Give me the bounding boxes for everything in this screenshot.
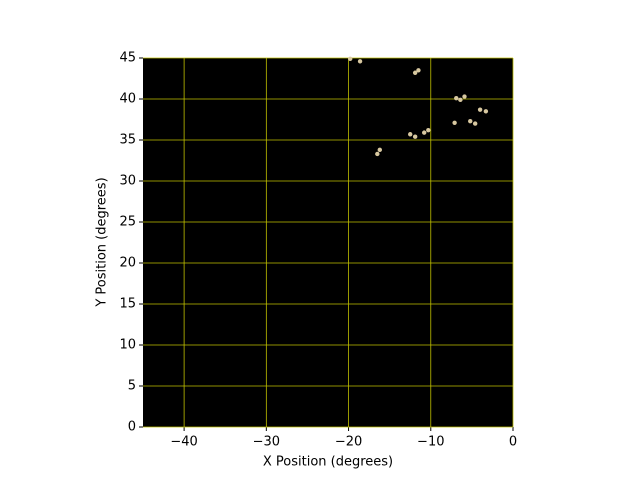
x-tick-label: −20: [335, 435, 362, 450]
y-tick-label: 15: [119, 297, 136, 312]
plot-background: [143, 58, 513, 427]
point: [468, 118, 473, 124]
x-axis-label: X Position (degrees): [263, 455, 393, 470]
y-tick-label: 30: [119, 174, 136, 189]
y-tick-label: 20: [119, 256, 136, 271]
point: [426, 127, 431, 133]
x-tick-label: −40: [170, 435, 197, 450]
point: [408, 132, 413, 137]
point: [422, 130, 427, 135]
y-tick-label: 40: [119, 92, 136, 107]
point: [357, 59, 363, 64]
y-tick-label: 0: [128, 420, 136, 435]
point: [412, 134, 418, 139]
x-tick-label: −10: [417, 435, 444, 450]
y-tick-label: 35: [119, 133, 136, 148]
point: [412, 70, 418, 75]
y-tick-label: 5: [128, 379, 136, 394]
point: [462, 94, 467, 99]
point: [454, 95, 459, 101]
y-axis-label: Y Position (degrees): [95, 177, 110, 307]
y-tick-label: 25: [119, 215, 136, 230]
y-tick-label: 45: [119, 51, 136, 66]
x-tick-label: −30: [253, 435, 280, 450]
point: [348, 56, 353, 62]
point: [416, 68, 421, 73]
x-tick-label: 0: [509, 435, 517, 450]
point: [477, 107, 483, 112]
point: [452, 120, 457, 125]
point: [458, 97, 463, 103]
y-tick-label: 10: [119, 338, 136, 353]
point: [472, 121, 478, 126]
point: [375, 151, 380, 157]
point: [377, 147, 382, 153]
point: [483, 109, 489, 114]
